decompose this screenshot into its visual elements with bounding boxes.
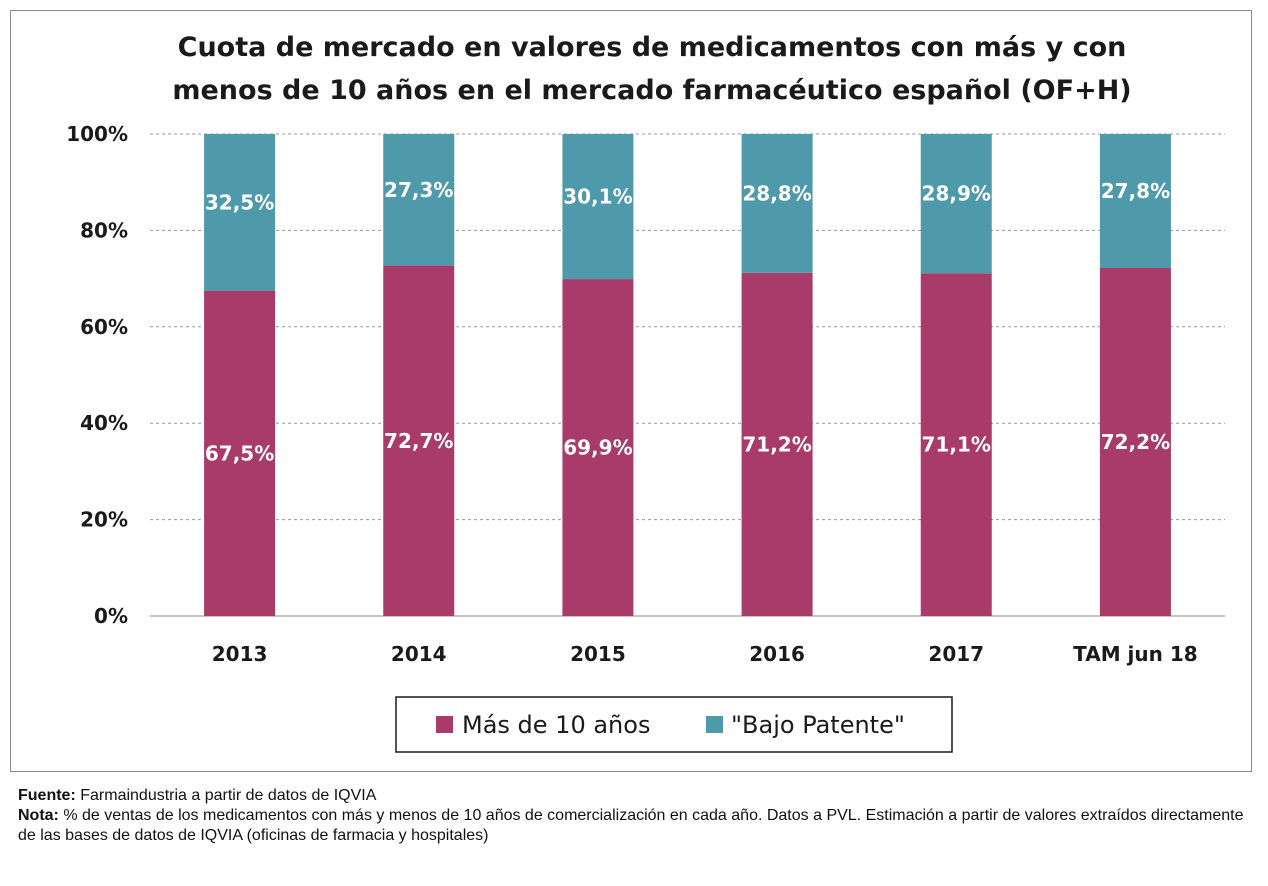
y-tick-label: 100% — [66, 122, 128, 146]
source-label: Fuente: — [18, 787, 76, 804]
y-tick-label: 40% — [80, 411, 128, 435]
bar-mas-de-10-anos — [1099, 267, 1171, 616]
x-tick-label: 2015 — [570, 642, 626, 666]
y-tick-label: 20% — [80, 508, 128, 532]
x-tick-label: 2017 — [928, 642, 984, 666]
bar-mas-de-10-anos — [920, 273, 992, 616]
data-label: 72,2% — [1101, 430, 1170, 454]
x-tick-label: TAM jun 18 — [1073, 642, 1198, 666]
data-label: 71,2% — [742, 432, 811, 456]
legend-swatch-mas-de-10-anos — [436, 716, 453, 733]
data-label: 72,7% — [384, 429, 453, 453]
stacked-bar-chart: Cuota de mercado en valores de medicamen… — [66, 32, 1225, 753]
bar-bajo-patente — [741, 134, 813, 273]
source-text: Farmaindustria a partir de datos de IQVI… — [80, 787, 377, 804]
bar-mas-de-10-anos — [383, 265, 455, 616]
chart-title-line-2: menos de 10 años en el mercado farmacéut… — [172, 75, 1131, 106]
x-tick-label: 2016 — [749, 642, 805, 666]
data-label: 67,5% — [205, 441, 274, 465]
legend-box — [395, 696, 953, 753]
data-label: 28,8% — [742, 181, 811, 205]
y-tick-label: 60% — [80, 315, 128, 339]
data-label: 28,9% — [922, 182, 991, 206]
chart-notes: Fuente: Farmaindustria a partir de datos… — [18, 786, 1248, 846]
bar-bajo-patente — [562, 134, 634, 280]
source-line: Fuente: Farmaindustria a partir de datos… — [18, 786, 1248, 806]
data-label: 32,5% — [205, 190, 274, 214]
data-label: 30,1% — [563, 185, 632, 209]
data-label: 71,1% — [922, 433, 991, 457]
bar-bajo-patente — [383, 134, 455, 266]
x-tick-label: 2014 — [391, 642, 447, 666]
legend-label-bajo-patente: "Bajo Patente" — [731, 711, 905, 739]
data-label: 69,9% — [563, 436, 632, 460]
bar-bajo-patente — [920, 134, 992, 274]
bar-bajo-patente — [1099, 134, 1171, 268]
bar-mas-de-10-anos — [562, 279, 634, 616]
note-label: Nota: — [18, 807, 59, 824]
x-tick-label: 2013 — [212, 642, 268, 666]
bar-mas-de-10-anos — [204, 290, 276, 616]
y-tick-label: 0% — [94, 604, 128, 628]
legend-swatch-bajo-patente — [706, 716, 723, 733]
note-line: Nota: % de ventas de los medicamentos co… — [18, 806, 1248, 846]
y-tick-label: 80% — [80, 218, 128, 242]
legend-label-mas-de-10-anos: Más de 10 años — [462, 711, 650, 739]
bar-mas-de-10-anos — [741, 272, 813, 616]
data-label: 27,3% — [384, 178, 453, 202]
data-label: 27,8% — [1101, 179, 1170, 203]
bar-bajo-patente — [204, 134, 276, 291]
chart-title-line-1: Cuota de mercado en valores de medicamen… — [178, 32, 1127, 63]
note-text: % de ventas de los medicamentos con más … — [18, 807, 1244, 844]
